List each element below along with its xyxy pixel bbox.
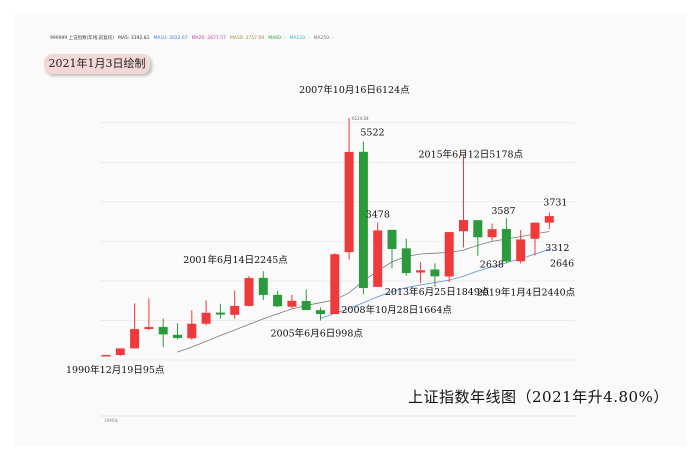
date-badge: 2021年1月3日绘制 bbox=[44, 54, 150, 74]
annotation-label: 2007年10月16日6124点 bbox=[299, 84, 410, 96]
candle-body bbox=[273, 294, 283, 307]
legend-item: MA120: - bbox=[289, 36, 310, 41]
candle-body bbox=[230, 305, 240, 315]
chart-title: 上证指数年线图（2021年升4.80%） bbox=[408, 388, 669, 406]
candle-body bbox=[530, 222, 540, 239]
candle-body bbox=[430, 269, 440, 277]
annotation-label: 3587 bbox=[491, 206, 515, 217]
candle-body bbox=[258, 277, 268, 295]
candle-body bbox=[516, 239, 526, 262]
annotation-label: 2005年6月6日998点 bbox=[271, 328, 364, 340]
legend-item: 999999 上证指数(年线,前复权) bbox=[50, 36, 115, 41]
candle-body bbox=[344, 151, 354, 253]
candle-body bbox=[387, 229, 397, 249]
candle-body bbox=[401, 248, 411, 274]
annotation-label: 5522 bbox=[360, 128, 384, 139]
legend-item: MA30: 2757.09 bbox=[229, 36, 265, 41]
candle-body bbox=[501, 228, 511, 262]
candle-body bbox=[301, 301, 311, 310]
candle-body bbox=[330, 254, 340, 315]
legend-item: MA250: - bbox=[313, 36, 334, 41]
candle-body bbox=[101, 354, 111, 357]
candle-body bbox=[287, 300, 297, 307]
legend-item: MA10: 3022.67 bbox=[153, 36, 188, 41]
annotation-label: 2008年10月28日1664点 bbox=[341, 304, 452, 316]
annotation-label: 3478 bbox=[366, 209, 390, 220]
candle-body bbox=[487, 229, 497, 238]
candle-body bbox=[173, 334, 182, 339]
legend-item: MA60: - bbox=[268, 36, 286, 41]
axis-start-label: 1990年 bbox=[104, 418, 119, 423]
annotation-label: 1990年12月19日95点 bbox=[66, 364, 165, 376]
candle-body bbox=[115, 348, 125, 355]
annotation-label: 3731 bbox=[543, 197, 567, 208]
indicator-legend: 999999 上证指数(年线,前复权) MA5: 3192.81 MA10: 302… bbox=[50, 35, 338, 41]
candle-body bbox=[187, 323, 197, 339]
annotation-label: 2001年6月14日2245点 bbox=[183, 254, 288, 266]
candle-body bbox=[358, 151, 368, 289]
candle-body bbox=[444, 232, 454, 277]
candle-body bbox=[459, 220, 468, 232]
annotation-label: 2015年6月12日5178点 bbox=[419, 148, 524, 160]
legend-item: MA20: 2677.57 bbox=[191, 36, 226, 41]
candle-body bbox=[416, 270, 426, 273]
annotation-label: 3312 bbox=[545, 243, 569, 254]
candle-body bbox=[544, 216, 554, 223]
candle-body bbox=[215, 312, 225, 315]
candle-body bbox=[316, 310, 325, 315]
candle-body bbox=[130, 329, 140, 349]
candle-body bbox=[473, 220, 483, 238]
annotation-label: 2646 bbox=[550, 258, 574, 269]
candle-body bbox=[144, 327, 154, 330]
candle-body bbox=[244, 278, 254, 306]
annotation-label: 2638 bbox=[480, 260, 504, 271]
annotation-label: 2019年1月4日2440点 bbox=[477, 287, 576, 299]
annotation-label: 2013年6月25日1849点 bbox=[385, 286, 490, 298]
candle-body bbox=[373, 230, 383, 287]
peak-marker-label: 6124.04 bbox=[352, 116, 369, 121]
candle-body bbox=[158, 326, 168, 335]
legend-item: MA5: 3192.81 bbox=[118, 36, 150, 41]
candle-body bbox=[201, 312, 211, 324]
